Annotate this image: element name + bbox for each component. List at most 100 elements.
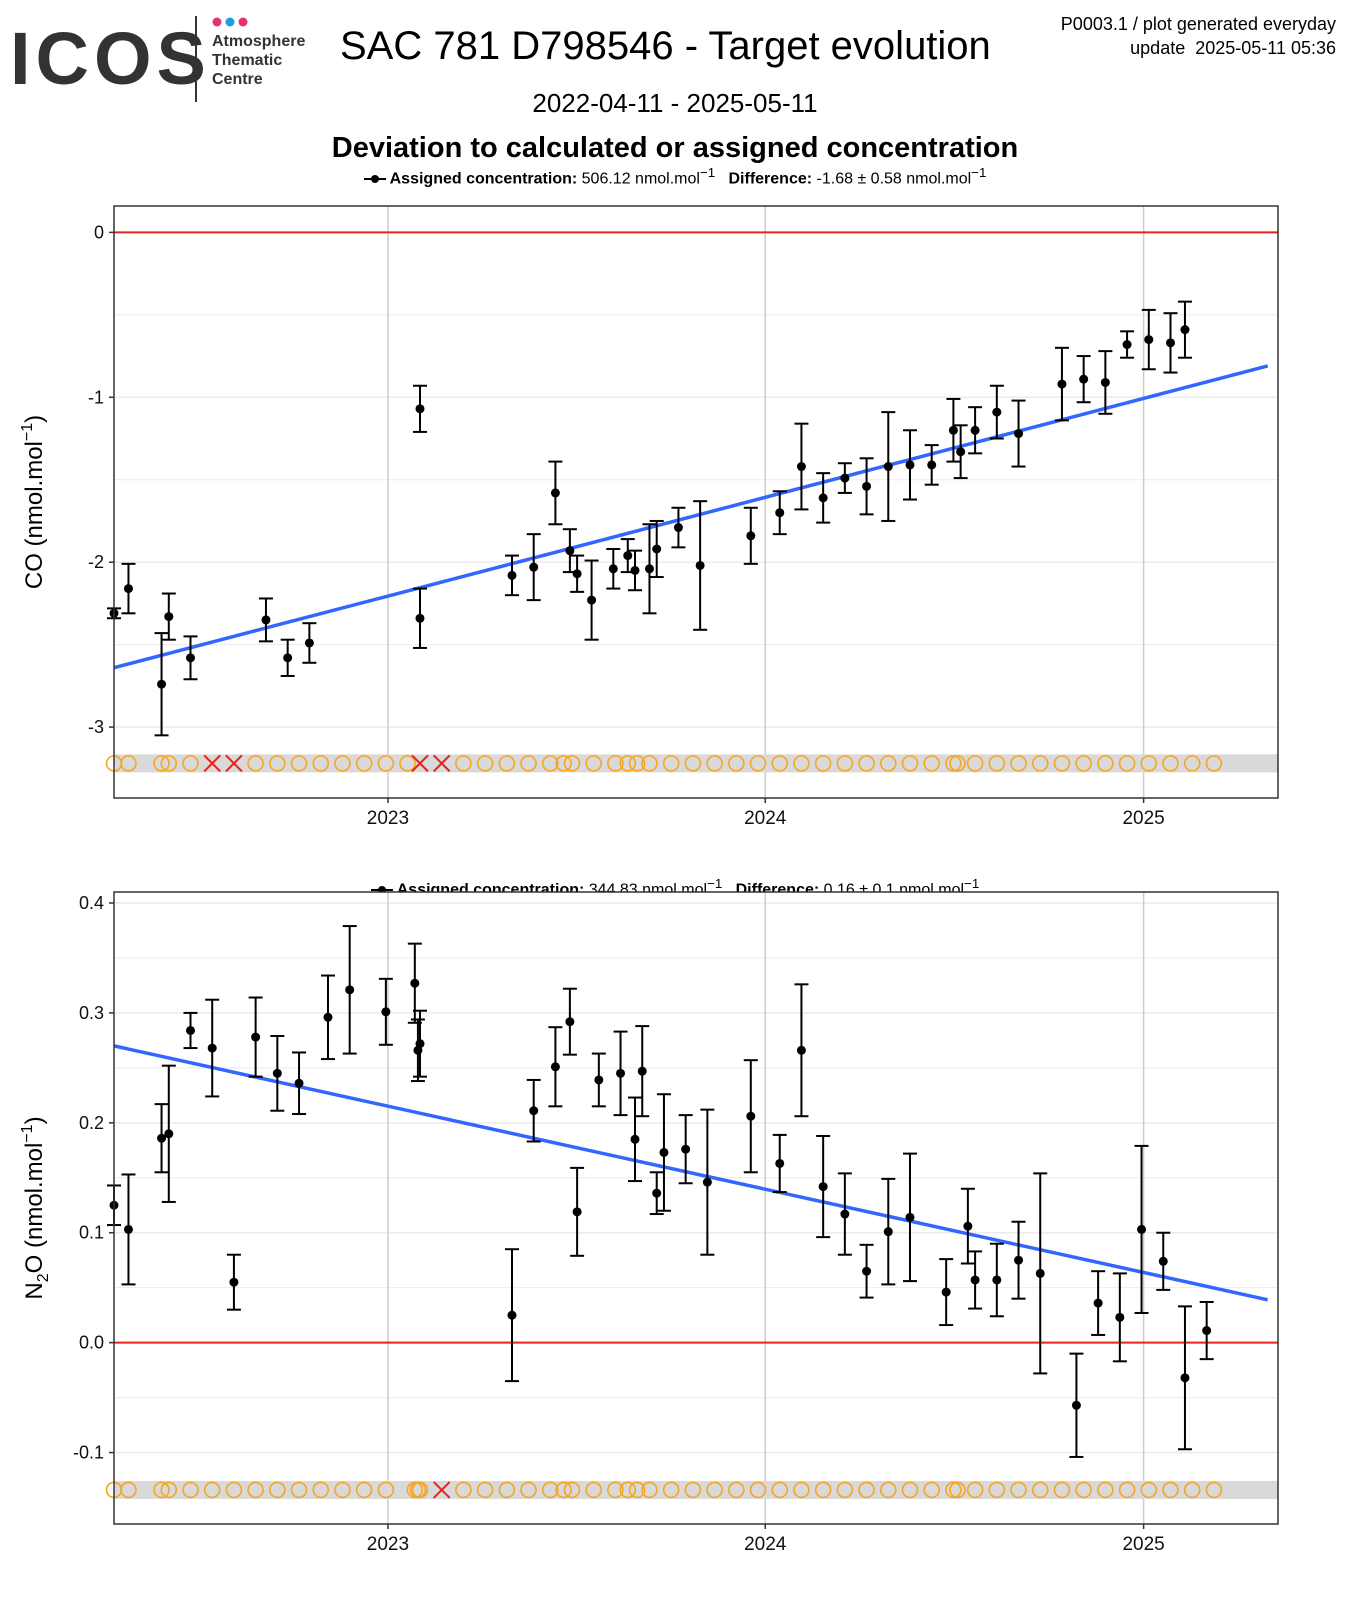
flag-circle-marker <box>619 1481 637 1499</box>
data-point <box>415 1039 425 1049</box>
data-point <box>970 1275 980 1285</box>
flag-circle-marker <box>1205 1481 1223 1499</box>
y-tick-label: 0.2 <box>79 1113 104 1133</box>
flag-circle-marker <box>120 1481 137 1499</box>
data-point <box>681 1144 691 1154</box>
data-point <box>157 679 167 689</box>
data-point <box>1093 1298 1103 1308</box>
flag-circle-marker <box>728 755 745 772</box>
flag-circle-marker <box>1140 755 1158 772</box>
data-point <box>956 447 966 457</box>
y-tick-label: 0.1 <box>79 1223 104 1243</box>
x-tick-label: 2023 <box>367 808 409 829</box>
flag-circle-marker <box>628 755 646 772</box>
flag-circle-marker <box>399 755 416 772</box>
data-point <box>294 1078 304 1088</box>
flag-circle-marker <box>858 755 875 772</box>
flag-circle-marker <box>923 1481 940 1499</box>
y-tick-label: -3 <box>88 717 104 737</box>
flag-circle-marker <box>607 1481 624 1499</box>
flag-circle-marker <box>563 755 581 772</box>
data-point <box>123 584 133 594</box>
legend-exponent: −1 <box>964 876 980 891</box>
flag-band <box>114 754 1278 773</box>
data-point <box>818 1182 828 1192</box>
data-point <box>746 531 756 541</box>
legend-assigned-label: Assigned concentration: <box>389 170 578 188</box>
flag-circle-marker <box>706 755 723 772</box>
legend-assigned-value: 506.12 nmol.mol <box>581 170 700 188</box>
data-point <box>883 1227 893 1237</box>
flag-circle-marker <box>793 1481 810 1499</box>
flag-circle-marker <box>945 1481 962 1499</box>
data-point <box>1079 374 1089 384</box>
data-point <box>1014 429 1024 439</box>
flag-circle-marker <box>1031 1481 1049 1499</box>
data-point <box>1165 338 1175 348</box>
flag-circle-marker <box>836 1481 854 1499</box>
flag-circle-marker <box>628 1481 646 1499</box>
data-point <box>862 481 872 491</box>
data-point <box>673 523 683 533</box>
flag-circle-marker <box>858 1481 875 1499</box>
flag-circle-marker <box>520 1481 537 1499</box>
flag-circle-marker <box>1140 1481 1158 1499</box>
flag-circle-marker <box>728 1481 745 1499</box>
flag-circle-marker <box>455 755 472 772</box>
flag-circle-marker <box>1183 755 1201 772</box>
data-point <box>1014 1255 1024 1265</box>
x-tick-label: 2025 <box>1122 1534 1164 1555</box>
data-point <box>818 493 828 503</box>
logo-dot <box>238 17 248 27</box>
flag-circle-marker <box>662 755 680 772</box>
flag-circle-marker <box>619 755 637 772</box>
y-axis-label: N2O (nmol.mol−1) <box>19 1116 52 1299</box>
flag-circle-marker <box>585 755 602 772</box>
flag-circle-marker <box>160 755 178 772</box>
data-point <box>164 612 174 622</box>
flag-circle-marker <box>1053 755 1071 772</box>
plot-border <box>113 205 1279 799</box>
chart-subtitle: Deviation to calculated or assigned conc… <box>331 132 1019 164</box>
flag-circle-marker <box>182 1481 199 1499</box>
y-axis-label-part: −1 <box>19 423 36 441</box>
flag-circle-marker <box>1205 755 1223 772</box>
logo-dot <box>212 17 222 27</box>
data-point <box>608 564 618 574</box>
flag-circle-marker <box>555 755 572 772</box>
flag-circle-marker <box>476 755 494 772</box>
flag-circle-marker <box>411 1481 429 1499</box>
flag-cross-marker <box>225 754 243 773</box>
flag-band <box>114 1480 1278 1499</box>
icos-logo: ICOS <box>10 17 211 100</box>
data-point <box>746 1111 756 1121</box>
flag-circle-marker <box>476 1481 494 1499</box>
legend-point-key <box>370 884 393 896</box>
y-tick-label: -0.1 <box>73 1443 104 1463</box>
data-point <box>550 488 560 498</box>
flag-circle-marker <box>684 1481 702 1499</box>
data-point <box>157 1133 167 1143</box>
flag-circle-marker <box>1053 1481 1071 1499</box>
n2o-chart: 0.4 0.3 0.2 0.1 0.0 -0.1 2023 2024 2025 N2O (nmol… <box>19 891 1279 1555</box>
flag-circle-marker <box>541 1481 559 1499</box>
flag-circle-marker <box>749 755 767 772</box>
data-point <box>283 653 293 663</box>
y-tick-label: -1 <box>88 387 104 407</box>
flag-circle-marker <box>1097 755 1114 772</box>
flag-circle-marker <box>945 755 962 772</box>
legend-difference-value: -1.68 ± 0.58 nmol.mol <box>816 170 972 188</box>
data-point <box>963 1221 973 1231</box>
data-point <box>905 1212 915 1222</box>
flag-circle-marker <box>290 755 308 772</box>
flag-circle-marker <box>290 1481 308 1499</box>
data-point <box>1100 377 1110 387</box>
logo-dot <box>225 17 235 27</box>
y-axis-label-part: 2 <box>35 1273 52 1282</box>
data-point <box>1144 335 1154 345</box>
flag-circle-marker <box>949 755 966 772</box>
data-point <box>1115 1312 1125 1322</box>
data-point <box>1202 1326 1212 1336</box>
flag-circle-marker <box>793 755 810 772</box>
flag-circle-marker <box>749 1481 767 1499</box>
